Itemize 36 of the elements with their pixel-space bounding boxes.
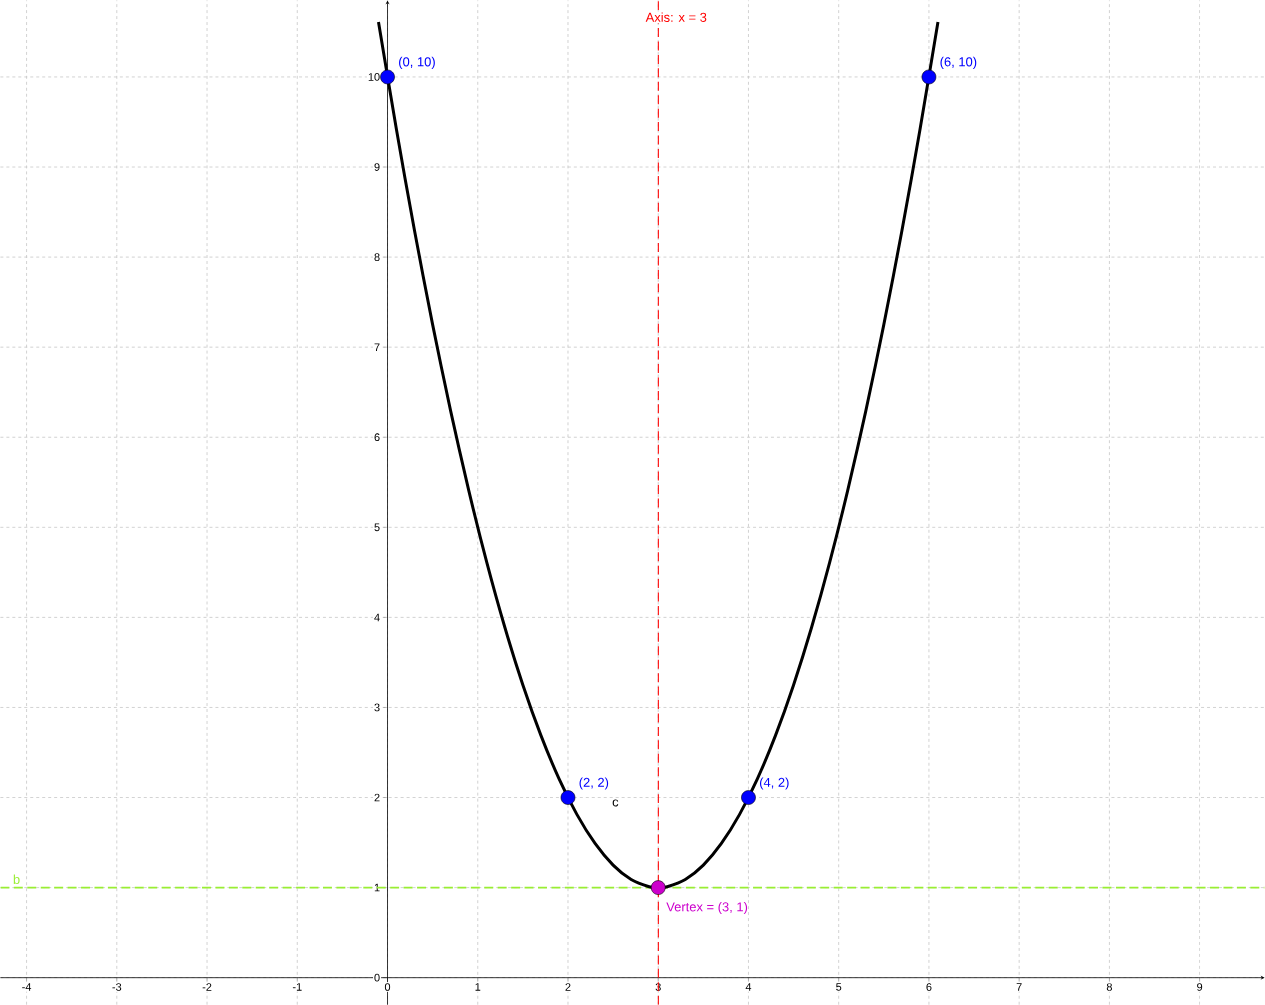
y-tick-label: 4 [374,613,380,622]
x-tick-label: 7 [1016,983,1022,991]
x-tick-label: 9 [1197,983,1203,991]
point [921,69,937,85]
y-tick-label: 10 [368,73,380,81]
x-tick-label: 2 [565,983,571,991]
y-tick-label: 5 [374,523,380,532]
annotation: (2, 2) [579,777,609,790]
y-tick-label: 0 [374,973,380,982]
annotation: (6, 10) [940,56,977,69]
y-tick-label: 2 [374,793,380,802]
y-tick-label: 8 [374,253,380,261]
ref-line-label: b [13,874,20,885]
annotation: (4, 2) [759,777,789,790]
x-tick-label: 5 [836,983,842,991]
annotation: (0, 10) [399,56,435,69]
annotation: c [612,799,619,807]
x-tick-label: 8 [1106,983,1112,991]
point [650,880,666,895]
x-tick-label: -1 [292,983,302,991]
x-tick-label: -2 [202,983,212,991]
y-tick-label: 3 [374,703,380,712]
x-tick-label: 4 [745,983,752,991]
point [560,790,576,805]
point [380,69,395,85]
x-tick-label: -3 [112,983,122,991]
x-tick-label: 1 [475,983,481,991]
point [741,790,756,805]
annotation: Vertex = (3, 1) [666,901,748,914]
x-tick-label: 0 [384,983,391,991]
y-tick-label: 6 [374,433,380,442]
y-tick-label: 7 [374,343,380,351]
y-tick-label: 9 [374,163,380,171]
ref-line-label: Axis: x = 3 [645,12,707,22]
x-tick-label: -4 [22,983,32,991]
x-tick-label: 6 [926,983,932,991]
